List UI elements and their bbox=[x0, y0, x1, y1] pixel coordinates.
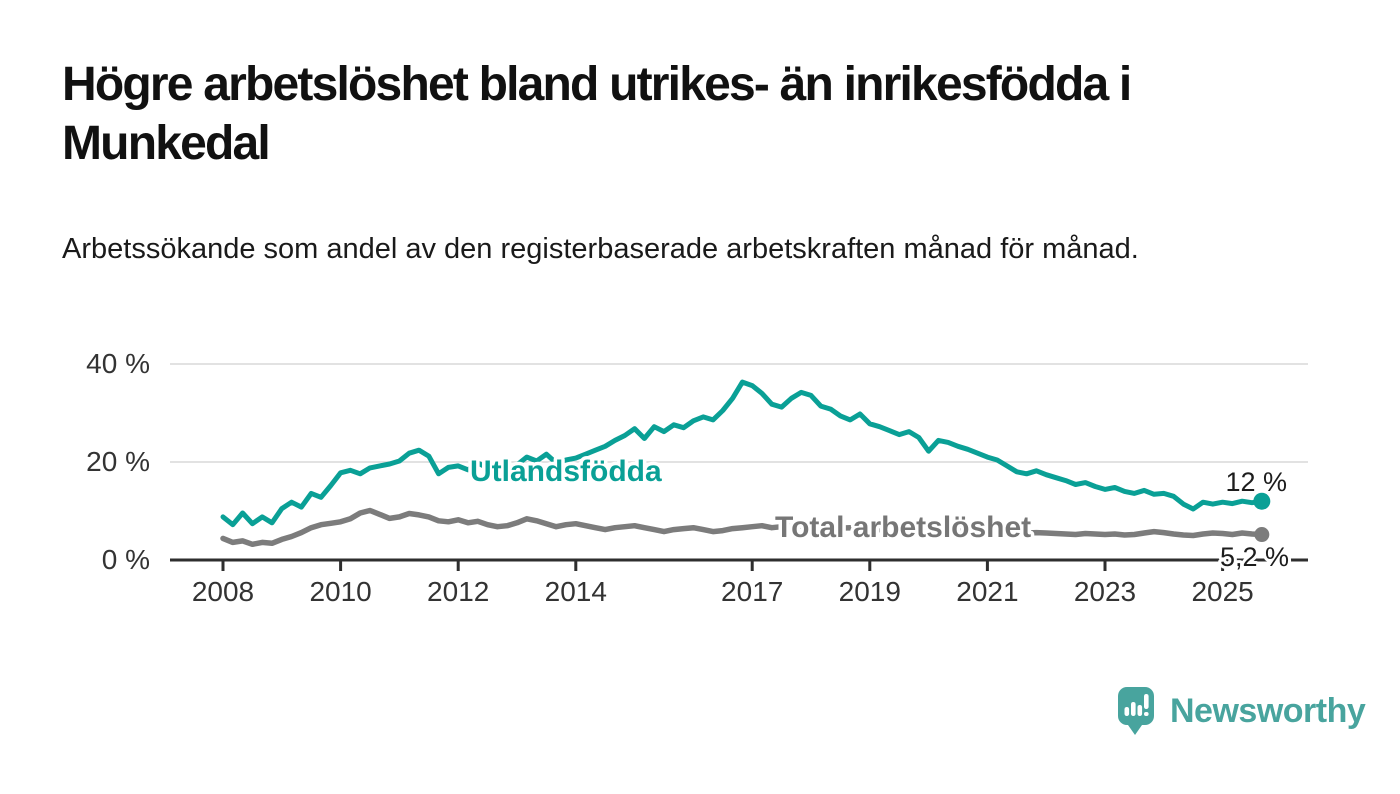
x-axis-label: 2014 bbox=[545, 576, 607, 607]
y-axis-label: 0 % bbox=[102, 544, 150, 575]
series-line-total bbox=[220, 507, 1265, 548]
end-value-label-total: 5,2 % bbox=[1220, 542, 1289, 572]
x-axis-label: 2008 bbox=[192, 576, 254, 607]
series-label-total: Total arbetslöshet bbox=[775, 511, 1031, 544]
y-axis-label: 20 % bbox=[86, 446, 150, 477]
x-axis-label: 2021 bbox=[956, 576, 1018, 607]
gridlines bbox=[170, 363, 1308, 463]
x-axis-label: 2025 bbox=[1191, 576, 1253, 607]
x-axis-label: 2010 bbox=[309, 576, 371, 607]
plot-area bbox=[220, 379, 1271, 548]
series-end-dot-total bbox=[1254, 527, 1270, 543]
series-line-utlandsfodda bbox=[220, 379, 1265, 528]
chart-labels: 0 % 20 % 40 % 2008 2010 2012 2014 2017 2019 2021 2… bbox=[86, 348, 1292, 607]
series-end-dot-utlandsfodda bbox=[1253, 492, 1271, 510]
x-axis-label: 2017 bbox=[721, 576, 783, 607]
page-title: Högre arbetslöshet bland utrikes- än inr… bbox=[62, 58, 1132, 170]
chart-subtitle: Arbetssökande som andel av den registerb… bbox=[62, 233, 1139, 265]
speech-bubble-shape bbox=[1118, 687, 1154, 735]
end-value-label-utlandsfodda: 12 % bbox=[1225, 467, 1287, 497]
newsworthy-logo-icon bbox=[1118, 687, 1154, 735]
brand-wordmark: Newsworthy bbox=[1170, 692, 1366, 730]
series-label-utlandsfodda: Utlandsfödda bbox=[470, 455, 662, 488]
x-axis-label: 2019 bbox=[839, 576, 901, 607]
bar-chart-glyph bbox=[1124, 694, 1149, 716]
x-axis-label: 2012 bbox=[427, 576, 489, 607]
x-axis bbox=[170, 558, 1308, 571]
x-axis-label: 2023 bbox=[1074, 576, 1136, 607]
y-axis-label: 40 % bbox=[86, 348, 150, 379]
